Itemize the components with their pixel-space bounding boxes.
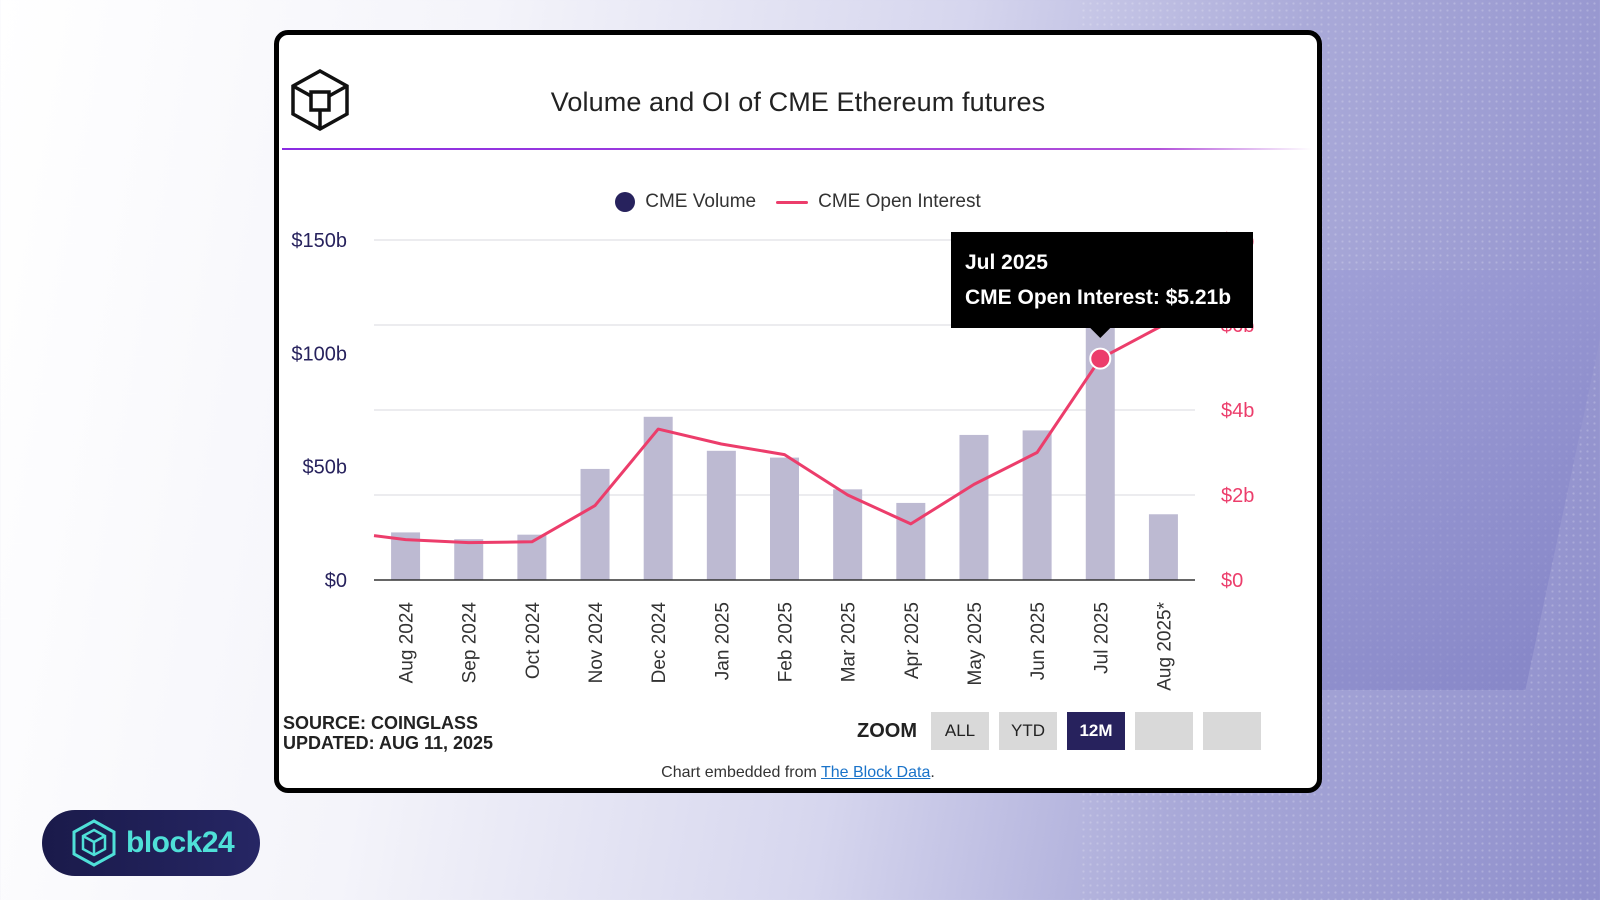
title-divider (282, 148, 1312, 150)
the-block-data-link[interactable]: The Block Data (820, 764, 931, 781)
chart-plot: $0$50b$100b$150b$0$2b$4b$6b$8bAug 2024Se… (291, 230, 1254, 691)
block24-badge: block24 (42, 810, 260, 876)
x-axis-tick-label: Apr 2025 (902, 602, 923, 679)
volume-bar (833, 489, 863, 580)
chart-legend: CME Volume CME Open Interest (279, 191, 1317, 213)
open-interest-line (373, 323, 1165, 545)
x-axis-tick-label: Mar 2025 (839, 602, 860, 682)
volume-bar (643, 416, 673, 580)
chart-title: Volume and OI of CME Ethereum futures (550, 87, 1046, 117)
legend-volume-marker (615, 192, 636, 212)
x-axis-tick-label: Nov 2024 (586, 602, 607, 684)
source-line: SOURCE: COINGLASS (283, 713, 479, 733)
tooltip-box (951, 232, 1253, 328)
x-axis-tick-label: Aug 2024 (397, 602, 418, 684)
legend-oi-marker (776, 200, 809, 204)
tooltip-title: Jul 2025 (965, 251, 1048, 274)
block24-logo-icon (72, 819, 116, 867)
brand-name: block24 (126, 826, 235, 859)
left-axis-tick-label: $150b (291, 230, 347, 252)
embed-note: Chart embedded from The Block Data. (279, 764, 1317, 782)
right-axis-tick-label: $2b (1221, 485, 1254, 507)
tooltip-pointer (1090, 328, 1111, 338)
the-block-logo-icon (291, 68, 349, 132)
x-axis-tick-label: Aug 2025* (1154, 601, 1175, 690)
zoom-ytd-button[interactable]: YTD (999, 712, 1057, 750)
volume-bar (1022, 430, 1052, 580)
x-axis-tick-label: Feb 2025 (776, 602, 797, 682)
zoom-12m-button[interactable]: 12M (1067, 712, 1125, 750)
embed-prefix: Chart embedded from (661, 764, 821, 781)
zoom-label: ZOOM (857, 719, 917, 742)
left-axis-tick-label: $0 (325, 570, 347, 592)
tooltip-value: CME Open Interest: $5.21b (965, 286, 1231, 309)
zoom-controls: ZOOM ALL YTD 12M (857, 712, 1261, 750)
volume-bar (580, 468, 610, 580)
legend-item-open-interest[interactable]: CME Open Interest (776, 191, 981, 213)
zoom-blank-button-1[interactable] (1135, 712, 1193, 750)
oi-highlight-point (1089, 347, 1112, 370)
legend-item-volume[interactable]: CME Volume (615, 191, 756, 213)
x-axis-tick-label: Dec 2024 (649, 602, 670, 684)
updated-line: UPDATED: AUG 11, 2025 (283, 733, 494, 753)
x-axis-tick-label: Sep 2024 (460, 602, 481, 684)
legend-oi-label: CME Open Interest (818, 191, 981, 212)
volume-bar (959, 434, 989, 580)
source-note: SOURCE: COINGLASS UPDATED: AUG 11, 2025 (283, 713, 493, 753)
volume-bar (454, 539, 484, 580)
x-axis-tick-label: Jun 2025 (1028, 602, 1049, 680)
left-axis-tick-label: $50b (303, 457, 348, 479)
zoom-all-button[interactable]: ALL (931, 712, 989, 750)
x-axis-tick-label: Jul 2025 (1091, 602, 1112, 674)
volume-bar (896, 502, 926, 580)
volume-bar (1148, 514, 1178, 580)
zoom-blank-button-2[interactable] (1203, 712, 1261, 750)
right-axis-tick-label: $4b (1221, 400, 1254, 422)
x-axis-tick-label: May 2025 (965, 602, 986, 685)
embed-suffix: . (930, 764, 935, 781)
x-axis-tick-label: Jan 2025 (712, 602, 733, 680)
left-axis-tick-label: $100b (291, 343, 347, 365)
volume-bar (770, 457, 799, 580)
volume-bar (706, 450, 736, 580)
x-axis-tick-label: Oct 2024 (523, 602, 544, 680)
legend-volume-label: CME Volume (645, 191, 757, 212)
chart-card: Volume and OI of CME Ethereum futures CM… (274, 30, 1322, 793)
right-axis-tick-label: $0 (1221, 570, 1243, 592)
